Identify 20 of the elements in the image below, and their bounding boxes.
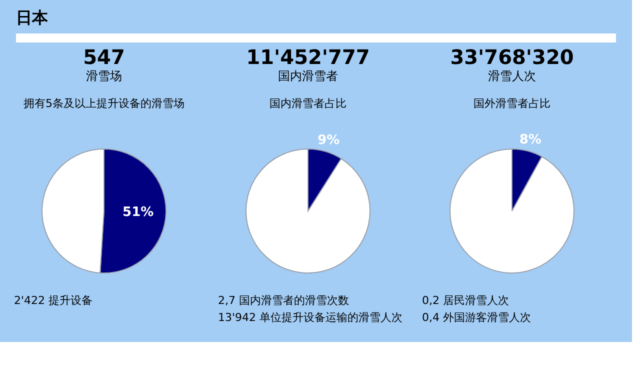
- text: 13'942 单位提升设备运输的滑雪人次: [218, 311, 403, 324]
- text: 0,2 居民滑雪人次: [422, 294, 509, 307]
- data-label: 8%: [519, 132, 542, 148]
- text: 国内滑雪者占比: [270, 97, 346, 110]
- text: 日本: [16, 8, 49, 27]
- chart-title: 11'452'777: [246, 45, 370, 69]
- text: 拥有5条及以上提升设备的滑雪场: [24, 97, 184, 110]
- text: 2'422 提升设备: [14, 294, 93, 307]
- data-label: 51%: [122, 205, 154, 220]
- chart-title: 547: [83, 45, 125, 69]
- text: 国外滑雪者占比: [474, 97, 550, 110]
- data-label: 9%: [318, 132, 340, 148]
- text: 2,7 国内滑雪者的滑雪次数: [218, 294, 349, 307]
- chart-title: 33'768'320: [450, 45, 574, 69]
- chart-subtitle: 滑雪场: [86, 69, 122, 83]
- text: 0,4 外国游客滑雪人次: [422, 311, 531, 324]
- chart-subtitle: 滑雪人次: [488, 69, 536, 83]
- pie-slice: [246, 148, 370, 274]
- pie-slice: [450, 148, 574, 274]
- chart-subtitle: 国内滑雪者: [278, 69, 338, 83]
